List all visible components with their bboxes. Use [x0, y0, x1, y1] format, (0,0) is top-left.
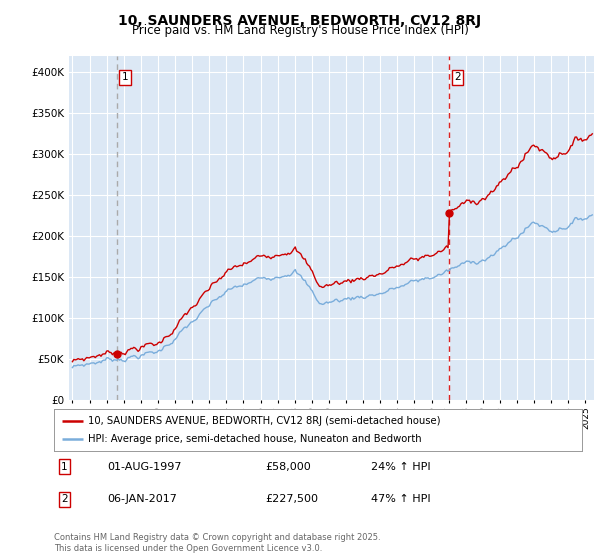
Text: 1: 1	[122, 72, 128, 82]
Text: 2: 2	[454, 72, 461, 82]
Text: Price paid vs. HM Land Registry's House Price Index (HPI): Price paid vs. HM Land Registry's House …	[131, 24, 469, 37]
Text: 06-JAN-2017: 06-JAN-2017	[107, 494, 176, 505]
Text: £58,000: £58,000	[265, 461, 311, 472]
Text: 10, SAUNDERS AVENUE, BEDWORTH, CV12 8RJ: 10, SAUNDERS AVENUE, BEDWORTH, CV12 8RJ	[118, 14, 482, 28]
Text: 01-AUG-1997: 01-AUG-1997	[107, 461, 181, 472]
Text: 1: 1	[61, 461, 68, 472]
Text: Contains HM Land Registry data © Crown copyright and database right 2025.
This d: Contains HM Land Registry data © Crown c…	[54, 533, 380, 553]
Text: HPI: Average price, semi-detached house, Nuneaton and Bedworth: HPI: Average price, semi-detached house,…	[88, 434, 422, 444]
Text: 24% ↑ HPI: 24% ↑ HPI	[371, 461, 430, 472]
Text: 2: 2	[61, 494, 68, 505]
Text: 47% ↑ HPI: 47% ↑ HPI	[371, 494, 430, 505]
Text: £227,500: £227,500	[265, 494, 318, 505]
Text: 10, SAUNDERS AVENUE, BEDWORTH, CV12 8RJ (semi-detached house): 10, SAUNDERS AVENUE, BEDWORTH, CV12 8RJ …	[88, 416, 441, 426]
